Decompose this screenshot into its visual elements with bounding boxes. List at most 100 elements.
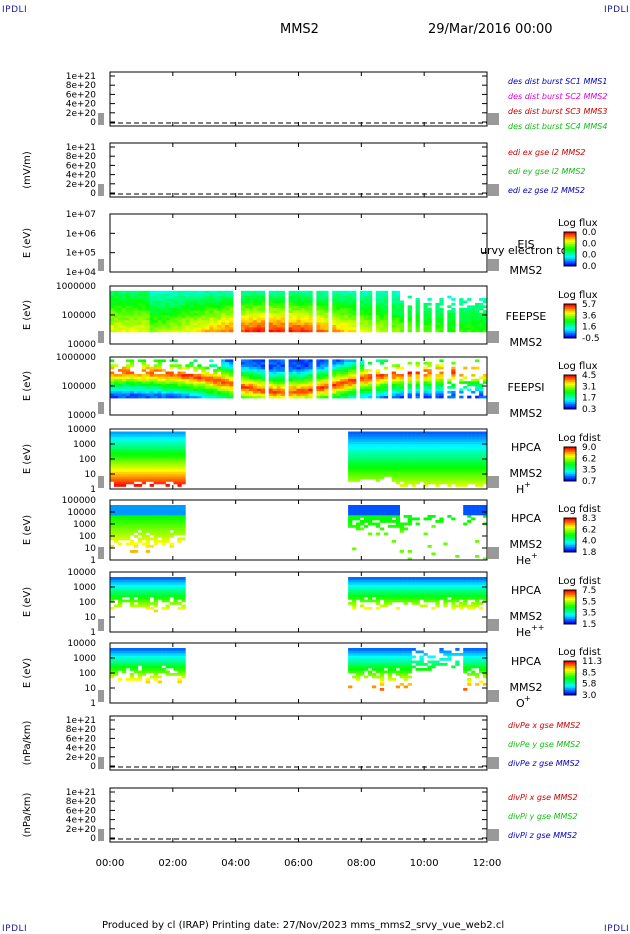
- panel-6-pixel: [395, 461, 400, 465]
- panel-6-pixel: [133, 469, 139, 472]
- panel-6-pixel: [451, 476, 456, 480]
- panel-8-pixel: [129, 599, 135, 603]
- panel-5-pixel: [352, 371, 357, 375]
- panel-6-pixel: [423, 479, 428, 482]
- panel-6-pixel: [419, 441, 424, 445]
- panel-5-pixel: [308, 373, 313, 377]
- panel-6-pixel: [471, 444, 476, 447]
- panel-6-pixel: [129, 481, 135, 485]
- panel-5-pixel: [213, 395, 218, 399]
- panel-6-pixel: [447, 439, 452, 442]
- panel-7-pixel: [483, 557, 488, 561]
- panel-7-pixel: [391, 525, 397, 528]
- panel-6-pixel: [467, 441, 472, 445]
- panel-7-pixel: [181, 512, 186, 516]
- panel-8-pixel: [165, 594, 170, 598]
- panel-8-pixel: [431, 579, 436, 583]
- panel-1-legend-entry: des dist burst SC3 MMS3: [508, 107, 607, 116]
- panel-4-pixel: [363, 295, 369, 299]
- panel-8-pixel: [149, 607, 154, 610]
- panel-4-pixel: [459, 317, 464, 321]
- panel-7-pixel: [141, 512, 147, 516]
- panel-8-pixel: [407, 599, 412, 603]
- panel-5-pixel: [423, 381, 428, 384]
- panel-4-pixel: [375, 290, 381, 294]
- panel-4-pixel: [320, 300, 325, 304]
- panel-6-pixel: [427, 456, 432, 460]
- panel-5-pixel: [244, 378, 250, 382]
- panel-8-pixel: [431, 587, 436, 590]
- panel-7-pixel: [363, 520, 369, 523]
- panel-6-pixel: [137, 436, 143, 440]
- panel-8-pixel: [455, 577, 460, 580]
- panel-4-pixel: [332, 302, 337, 306]
- panel-6-pixel: [375, 469, 381, 472]
- panel-8-pixel: [356, 597, 361, 600]
- panel-6-pixel: [403, 449, 408, 452]
- panel-8-pixel: [177, 592, 182, 595]
- panel-4-pixel: [304, 315, 309, 318]
- panel-6-pixel: [356, 461, 361, 465]
- panel-8-pixel: [479, 582, 484, 585]
- panel-5-colorbar-swatch: [564, 386, 576, 389]
- panel-4-pixel: [292, 312, 297, 316]
- panel-4-pixel: [185, 300, 190, 304]
- panel-5-pixel: [399, 386, 404, 389]
- panel-6-pixel: [356, 459, 361, 462]
- panel-5-pixel: [244, 386, 250, 389]
- panel-8-pixel: [459, 607, 464, 610]
- panel-4-pixel: [340, 317, 345, 321]
- panel-8-pixel: [463, 577, 468, 580]
- panel-4-pixel: [288, 307, 293, 311]
- panel-4-pixel: [352, 290, 357, 294]
- panel-7-pixel: [110, 507, 115, 511]
- panel-4-pixel: [181, 298, 186, 301]
- panel-8-pixel: [367, 582, 373, 585]
- panel-3-colorbar-swatch: [564, 252, 576, 255]
- panel-6-pixel: [471, 436, 476, 440]
- panel-5-pixel: [165, 383, 170, 387]
- panel-4-pixel: [221, 322, 226, 325]
- panel-4-pixel: [205, 293, 210, 296]
- panel-7-pixel: [125, 517, 131, 521]
- panel-4-pixel: [280, 322, 285, 325]
- panel-6-pixel: [423, 466, 428, 470]
- panel-5-pixel: [272, 383, 277, 387]
- panel-5-pixel: [213, 381, 218, 384]
- panel-8-pixel: [153, 592, 158, 595]
- panel-4-pixel: [221, 319, 226, 323]
- panel-7-pixel: [475, 540, 480, 543]
- panel-4-pixel: [272, 327, 277, 330]
- panel-4-pixel: [344, 327, 349, 330]
- panel-6-pixel: [133, 431, 139, 435]
- panel-5-pixel: [423, 388, 428, 392]
- panel-5-pixel: [244, 390, 250, 394]
- panel-3-colorbar-swatch: [564, 240, 576, 243]
- panel-8-pixel: [157, 584, 162, 588]
- panel-2-legend-entry: edi ey gse l2 MMS2: [508, 167, 586, 176]
- panel-7-pixel: [356, 507, 361, 511]
- panel-5-pixel: [197, 393, 202, 396]
- panel-8-pixel: [387, 584, 393, 588]
- panel-4-pixel: [363, 307, 369, 311]
- panel-5-pixel: [113, 390, 119, 394]
- panel-6-pixel: [157, 454, 162, 457]
- panel-6-pixel: [475, 481, 480, 485]
- panel-6-pixel: [352, 456, 357, 460]
- panel-8-pixel: [133, 582, 139, 585]
- panel-8-pixel: [399, 589, 404, 593]
- panel-7-pixel: [149, 510, 154, 513]
- panel-4-pixel: [340, 324, 345, 328]
- panel-7-pixel: [153, 522, 158, 526]
- panel-5-pixel: [260, 371, 266, 375]
- panel-8-pixel: [419, 584, 424, 588]
- panel-4-colorbar-swatch: [564, 334, 576, 337]
- panel-6-pixel: [145, 446, 150, 450]
- panel-6-pixel: [145, 474, 150, 477]
- panel-8-pixel: [348, 587, 353, 590]
- panel-4-pixel: [145, 302, 150, 306]
- panel-4-pixel: [316, 324, 321, 328]
- panel-6-pixel: [387, 444, 393, 447]
- panel-6-pixel: [479, 446, 484, 450]
- panel-8-pixel: [125, 592, 131, 595]
